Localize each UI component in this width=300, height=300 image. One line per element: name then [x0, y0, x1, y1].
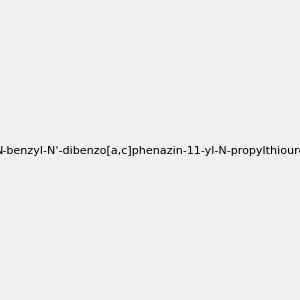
Text: N-benzyl-N'-dibenzo[a,c]phenazin-11-yl-N-propylthiourea: N-benzyl-N'-dibenzo[a,c]phenazin-11-yl-N…: [0, 146, 300, 157]
